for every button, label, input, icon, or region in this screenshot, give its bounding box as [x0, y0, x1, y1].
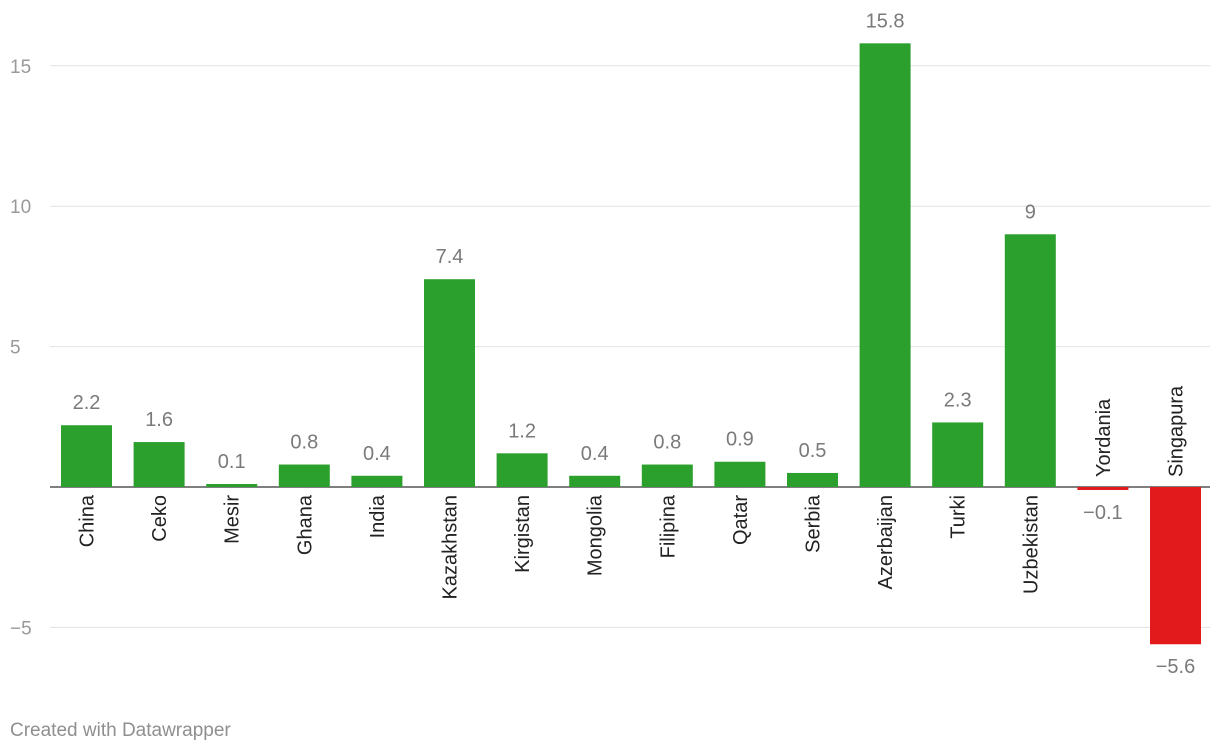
- bar: [206, 484, 258, 487]
- category-label: Kazakhstan: [440, 495, 462, 600]
- value-label: 0.8: [653, 432, 681, 454]
- value-label: 0.1: [218, 451, 246, 473]
- value-label: 7.4: [436, 246, 464, 268]
- value-label: 0.4: [363, 443, 391, 465]
- category-label: Turki: [948, 495, 970, 539]
- value-label: −0.1: [1083, 502, 1122, 524]
- bar: [714, 461, 766, 487]
- category-label: Singapura: [1166, 385, 1188, 477]
- datawrapper-credit: Created with Datawrapper: [10, 720, 231, 741]
- bars: [61, 43, 1201, 645]
- value-label: 2.2: [73, 392, 101, 414]
- value-label: 0.8: [290, 432, 318, 454]
- bar: [569, 475, 621, 487]
- value-label: 1.6: [145, 409, 173, 431]
- category-label: Ceko: [149, 495, 171, 542]
- bar: [1077, 487, 1129, 490]
- category-label: Mongolia: [585, 494, 607, 576]
- category-label: Yordania: [1093, 398, 1115, 477]
- category-label: India: [367, 494, 389, 538]
- y-tick-label: 15: [10, 57, 31, 78]
- category-label: Serbia: [803, 494, 825, 553]
- labels: 15 10 5 −5 2.2 China 1.6 Ceko 0.1 Mesir 0.8 Ghana 0.…: [10, 10, 1195, 678]
- category-label: China: [77, 494, 99, 547]
- value-label: 1.2: [508, 420, 536, 442]
- category-label: Azerbaijan: [875, 495, 897, 590]
- bar: [424, 279, 475, 487]
- value-label: 15.8: [866, 10, 905, 32]
- y-tick-label: 10: [10, 197, 31, 218]
- bar: [351, 475, 403, 487]
- bar: [641, 464, 693, 487]
- value-label: 0.5: [799, 440, 827, 462]
- bar: [496, 453, 548, 487]
- bar: [278, 464, 330, 487]
- category-label: Kirgistan: [512, 495, 534, 573]
- y-tick-label: −5: [10, 618, 32, 639]
- bar: [1004, 234, 1056, 487]
- value-label: 0.9: [726, 429, 754, 451]
- value-label: 9: [1025, 201, 1036, 223]
- category-label: Qatar: [730, 495, 752, 545]
- category-label: Uzbekistan: [1020, 495, 1042, 594]
- bar: [133, 442, 185, 487]
- y-tick-label: 5: [10, 338, 21, 359]
- value-label: −5.6: [1156, 656, 1195, 678]
- category-label: Mesir: [222, 495, 244, 544]
- category-label: Ghana: [294, 494, 316, 555]
- bar: [61, 425, 112, 487]
- value-label: 0.4: [581, 443, 609, 465]
- bar: [787, 472, 838, 487]
- bar: [932, 422, 984, 487]
- bar: [859, 43, 911, 487]
- value-label: 2.3: [944, 389, 972, 411]
- category-label: Filipina: [657, 494, 679, 558]
- bar: [1150, 487, 1201, 645]
